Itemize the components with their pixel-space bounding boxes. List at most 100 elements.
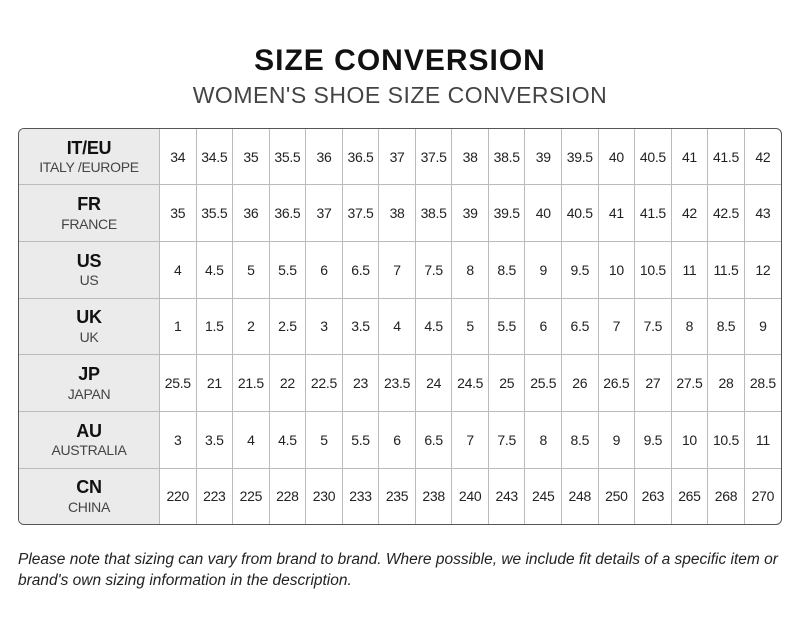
size-cell: 35.5 — [268, 129, 307, 186]
size-cell: 5 — [305, 410, 343, 469]
size-system-country: FRANCE — [61, 215, 117, 232]
size-cell: 2 — [232, 297, 270, 356]
size-cell: 225 — [232, 467, 270, 524]
size-cell: 240 — [451, 467, 489, 524]
size-cell: 4 — [232, 410, 270, 469]
size-cell: 6 — [305, 241, 343, 299]
sizing-note: Please note that sizing can vary from br… — [18, 551, 778, 589]
size-cell: 228 — [268, 467, 307, 524]
table-row: US US 4 4.5 5 5.5 6 6.5 7 7.5 8 8.5 9 9.5 10 10.5 11 11.5… — [19, 241, 781, 299]
size-cell: 21.5 — [232, 354, 270, 412]
size-system-code: IT/EU — [66, 137, 112, 158]
table-row: UK UK 1 1.5 2 2.5 3 3.5 4 4.5 5 5.5 6 6.5 7 7.5 8 8.5 9 — [19, 297, 781, 356]
size-cell: 41 — [597, 184, 636, 243]
size-cell: 22.5 — [305, 354, 343, 412]
table-row: IT/EU ITALY /EUROPE 34 34.5 35 35.5 36 36.5 37 37… — [19, 129, 781, 186]
size-cell: 35 — [159, 184, 197, 243]
row-header: UK UK — [19, 297, 160, 356]
size-cell: 40.5 — [634, 129, 672, 186]
size-cell: 36 — [305, 129, 343, 186]
row-header: IT/EU ITALY /EUROPE — [19, 129, 160, 186]
size-cell: 10.5 — [707, 410, 745, 469]
size-cell: 5.5 — [487, 297, 526, 356]
table-row: FR FRANCE 35 35.5 36 36.5 37 37.5 38 38.5 39 39.5 40… — [19, 184, 781, 243]
size-cell: 38 — [451, 129, 489, 186]
size-cell: 41 — [670, 129, 709, 186]
size-system-country: ITALY /EUROPE — [39, 159, 139, 176]
size-cell: 42 — [670, 184, 709, 243]
size-cell: 27.5 — [670, 354, 709, 412]
size-cell: 238 — [414, 467, 453, 524]
size-cell: 7 — [378, 241, 416, 299]
size-conversion-table: IT/EU ITALY /EUROPE 34 34.5 35 35.5 36 36.5 37 37… — [18, 128, 782, 525]
size-cell: 35.5 — [195, 184, 234, 243]
table-row: AU AUSTRALIA 3 3.5 4 4.5 5 5.5 6 6.5 7 7.5 8 8.5 9 9.5 1… — [19, 410, 781, 469]
size-cell: 7 — [597, 297, 636, 356]
size-system-code: UK — [76, 307, 102, 328]
size-cell: 9.5 — [634, 410, 672, 469]
size-cell: 4 — [159, 241, 197, 299]
size-cell: 23.5 — [378, 354, 416, 412]
size-system-country: UK — [79, 328, 99, 345]
size-cell: 268 — [707, 467, 745, 524]
size-cell: 6.5 — [414, 410, 453, 469]
size-cell: 4.5 — [268, 410, 307, 469]
size-cell: 24.5 — [451, 354, 489, 412]
size-cell: 11 — [743, 410, 781, 469]
row-header: CN CHINA — [19, 467, 160, 524]
size-cell: 40 — [597, 129, 636, 186]
size-system-code: JP — [78, 364, 100, 385]
size-system-country: CHINA — [67, 498, 111, 515]
size-cell: 6.5 — [561, 297, 599, 356]
table-row: JP JAPAN 25.5 21 21.5 22 22.5 23 23.5 24 24.5 25 25.… — [19, 354, 781, 412]
size-cell: 250 — [597, 467, 636, 524]
size-cell: 25.5 — [159, 354, 197, 412]
size-cell: 38 — [378, 184, 416, 243]
size-cell: 3 — [305, 297, 343, 356]
size-cell: 24 — [414, 354, 453, 412]
size-cell: 3 — [159, 410, 197, 469]
size-cell: 4 — [378, 297, 416, 356]
size-cell: 37 — [378, 129, 416, 186]
size-system-country: AUSTRALIA — [51, 442, 127, 459]
size-cell: 8 — [451, 241, 489, 299]
size-system-code: FR — [77, 194, 101, 215]
size-cell: 36.5 — [268, 184, 307, 243]
size-cell: 233 — [341, 467, 380, 524]
size-cell: 36 — [232, 184, 270, 243]
size-cell: 265 — [670, 467, 709, 524]
size-cell: 243 — [487, 467, 526, 524]
size-cell: 245 — [524, 467, 563, 524]
size-cell: 39 — [451, 184, 489, 243]
size-cell: 10 — [597, 241, 636, 299]
size-cell: 235 — [378, 467, 416, 524]
size-cell: 5.5 — [268, 241, 307, 299]
size-cell: 9 — [597, 410, 636, 469]
size-system-code: CN — [76, 477, 102, 498]
size-cell: 7 — [451, 410, 489, 469]
size-cell: 5 — [232, 241, 270, 299]
size-cell: 39 — [524, 129, 563, 186]
size-cell: 37.5 — [414, 129, 453, 186]
size-cell: 42 — [743, 129, 781, 186]
size-cell: 7.5 — [414, 241, 453, 299]
size-cell: 23 — [341, 354, 380, 412]
size-cell: 6 — [378, 410, 416, 469]
size-cell: 7.5 — [634, 297, 672, 356]
size-cell: 223 — [195, 467, 234, 524]
size-system-code: AU — [76, 420, 102, 441]
size-cell: 26 — [561, 354, 599, 412]
size-cell: 27 — [634, 354, 672, 412]
row-header: JP JAPAN — [19, 354, 160, 412]
size-cell: 43 — [743, 184, 781, 243]
size-cell: 230 — [305, 467, 343, 524]
size-cell: 9.5 — [561, 241, 599, 299]
size-cell: 28 — [707, 354, 745, 412]
size-cell: 39.5 — [487, 184, 526, 243]
size-cell: 8.5 — [561, 410, 599, 469]
size-cell: 25.5 — [524, 354, 563, 412]
size-cell: 270 — [743, 467, 781, 524]
row-header: US US — [19, 241, 160, 299]
size-cell: 39.5 — [561, 129, 599, 186]
page-title: SIZE CONVERSION — [254, 44, 546, 77]
